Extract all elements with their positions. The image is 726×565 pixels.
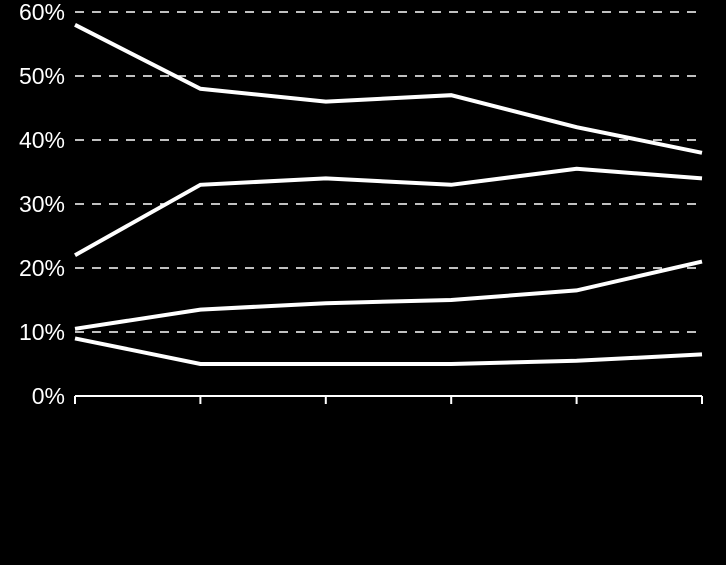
y-axis-tick-label: 0% [32, 383, 65, 409]
series-line-series-1 [75, 25, 702, 153]
series-line-series-2 [75, 169, 702, 255]
series-line-series-4 [75, 338, 702, 364]
y-axis-tick-label: 20% [19, 255, 65, 281]
chart-svg: 0% 10% 20% 30% 40% 50% 60% [0, 0, 726, 565]
y-axis-tick-label: 30% [19, 191, 65, 217]
y-axis-tick-label: 10% [19, 319, 65, 345]
line-chart: 0% 10% 20% 30% 40% 50% 60% [0, 0, 726, 565]
y-axis-tick-label: 40% [19, 127, 65, 153]
y-axis-tick-label: 60% [19, 0, 65, 25]
y-axis-tick-label: 50% [19, 63, 65, 89]
series-line-series-3 [75, 262, 702, 329]
